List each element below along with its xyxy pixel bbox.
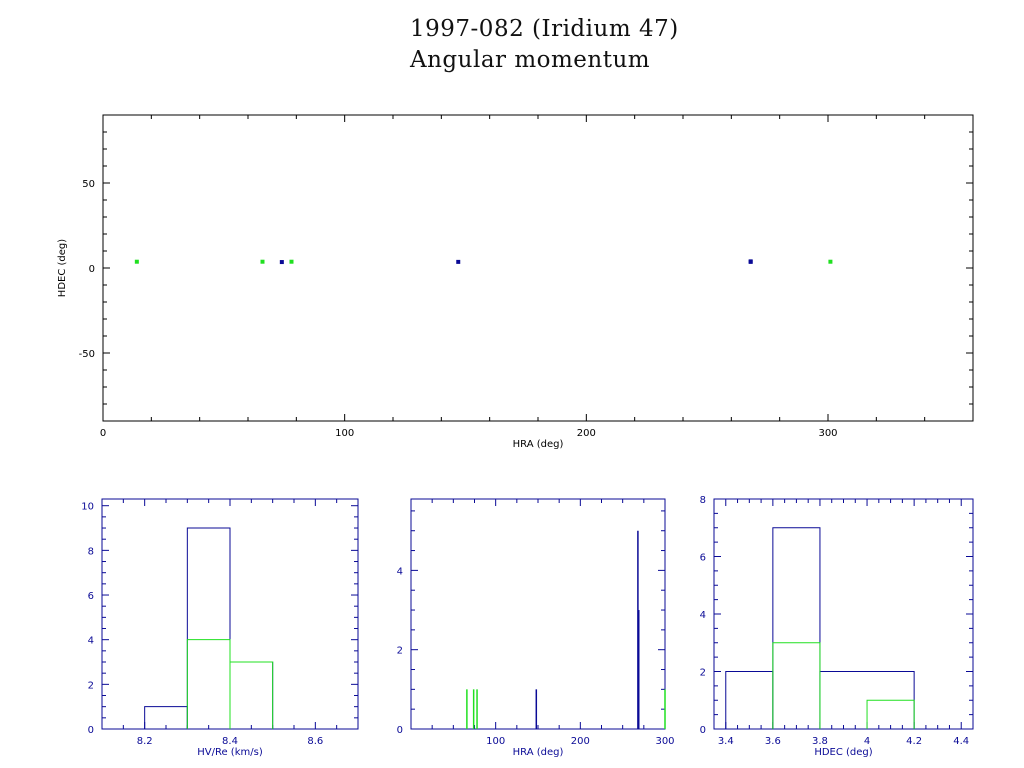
hist_hdec-ytick-label: 2	[700, 668, 706, 679]
hist_hra-xtick-label: 200	[571, 736, 590, 747]
hist_hv-xtick-label: 8.2	[137, 736, 153, 747]
main-point-green	[289, 259, 294, 264]
main-xlabel: HRA (deg)	[513, 439, 564, 450]
hist_hv-xlabel: HV/Re (km/s)	[197, 747, 263, 758]
hist_hv-bar-green	[186, 639, 231, 729]
chart-title: 1997-082 (Iridium 47)	[410, 16, 679, 42]
main-ytick-label: 50	[82, 179, 95, 190]
hist_hra-xtick-label: 100	[486, 736, 505, 747]
main-xtick-label: 300	[818, 428, 837, 439]
main-xtick-label: 0	[100, 428, 106, 439]
main-point-blue	[279, 260, 284, 265]
main-point-green	[260, 259, 265, 264]
main-point-green	[134, 259, 139, 264]
hist_hv-ytick-label: 6	[88, 591, 94, 602]
hist_hdec-ytick-label: 6	[700, 553, 706, 564]
hist_hra-ytick-label: 0	[397, 725, 403, 736]
hist_hra-ytick-label: 4	[397, 566, 403, 577]
hist_hv-ytick-label: 10	[81, 502, 94, 513]
hist_hv-bar-blue	[229, 661, 274, 729]
hist_hdec-xtick-label: 3.8	[812, 736, 828, 747]
chart-subtitle: Angular momentum	[410, 47, 651, 73]
hist_hv-ytick-label: 2	[88, 680, 94, 691]
main-frame	[102, 114, 974, 422]
hist_hdec-xtick-label: 4.4	[953, 736, 969, 747]
hist_hra-frame	[410, 498, 666, 730]
hist_hdec-bar-blue	[725, 671, 774, 729]
hist_hdec-xtick-label: 4	[864, 736, 870, 747]
hist_hv-bar-green	[229, 661, 274, 729]
hist_hv-ytick-label: 8	[88, 546, 94, 557]
hist_hdec-xtick-label: 3.4	[718, 736, 734, 747]
hist_hv-xtick-label: 8.6	[307, 736, 323, 747]
hist_hv-ytick-label: 0	[88, 725, 94, 736]
main-point-green	[828, 259, 833, 264]
hist_hdec-ytick-label: 0	[700, 725, 706, 736]
main-ylabel: HDEC (deg)	[57, 239, 68, 297]
hist_hdec-xtick-label: 4.2	[906, 736, 922, 747]
hist_hdec-ytick-label: 8	[700, 495, 706, 506]
main-xtick-label: 200	[577, 428, 596, 439]
main-ytick-label: 0	[89, 264, 95, 275]
hist_hv-bar-blue	[186, 527, 231, 729]
main-xtick-label: 100	[335, 428, 354, 439]
hist_hv-ytick-label: 4	[88, 636, 94, 647]
hist_hdec-frame	[713, 498, 974, 730]
main-ytick-label: -50	[79, 349, 95, 360]
hist_hdec-ytick-label: 4	[700, 610, 706, 621]
hist_hdec-bar-green	[772, 642, 821, 729]
hist_hdec-bar-green	[866, 699, 915, 729]
hist_hdec-bar-blue	[772, 527, 821, 729]
main-point-blue	[456, 259, 461, 264]
hist_hra-ytick-label: 2	[397, 646, 403, 657]
hist_hv-xtick-label: 8.4	[222, 736, 238, 747]
hist_hdec-xlabel: HDEC (deg)	[814, 747, 872, 758]
hist_hdec-xtick-label: 3.6	[765, 736, 781, 747]
hist_hra-xtick-label: 300	[655, 736, 674, 747]
hist_hra-xlabel: HRA (deg)	[513, 747, 564, 758]
main-point-blue	[748, 259, 753, 264]
